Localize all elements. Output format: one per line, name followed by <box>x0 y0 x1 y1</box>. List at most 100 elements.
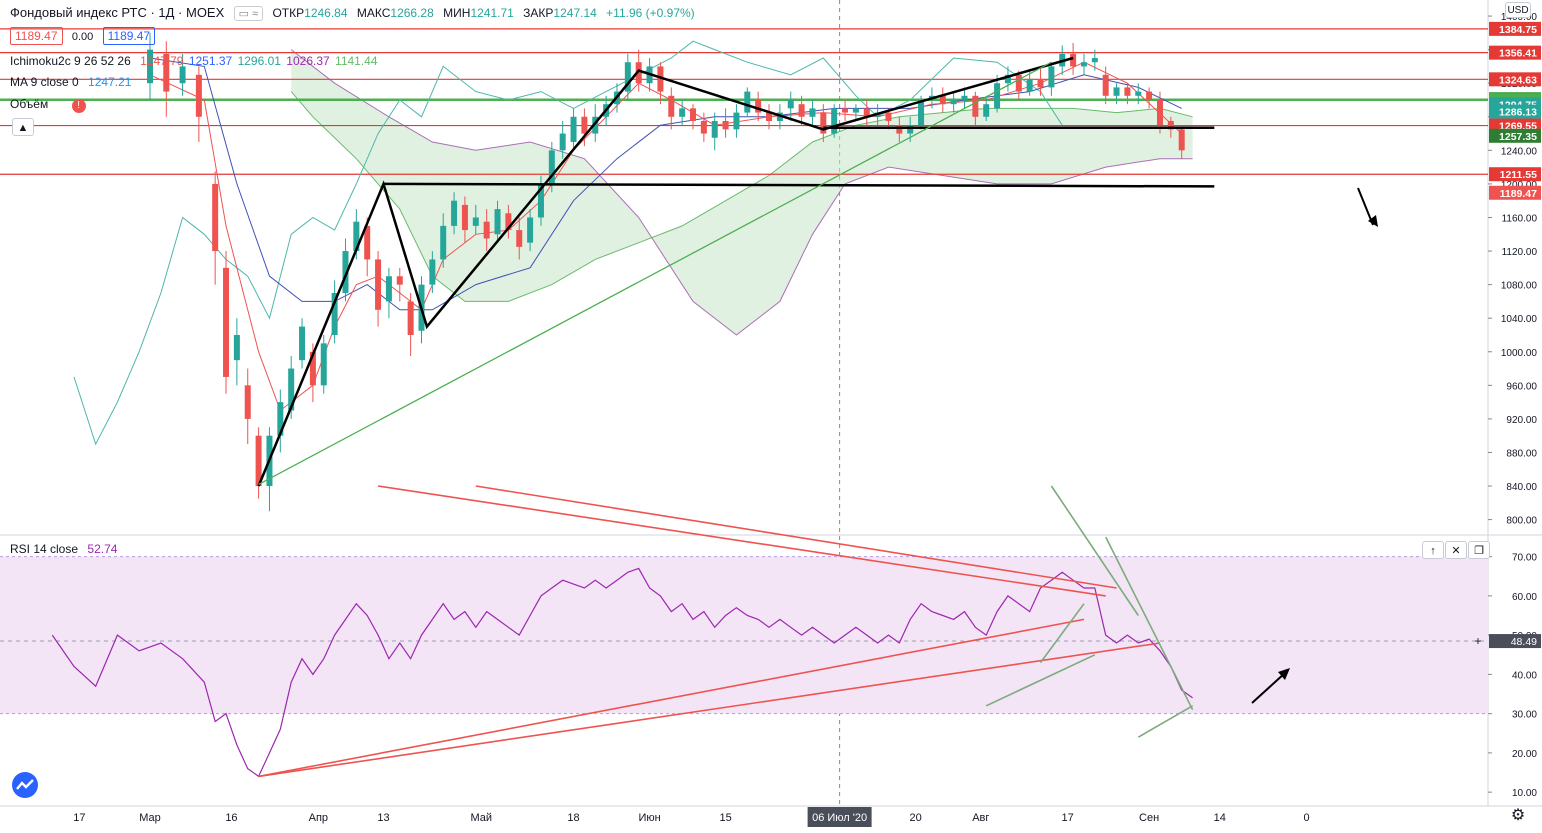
candle-body-13 <box>309 351 316 386</box>
candle-body-53 <box>744 91 751 113</box>
rsi-trend-line-8 <box>1039 603 1085 664</box>
time-label-1: Мар <box>139 812 161 824</box>
candle-body-2 <box>179 66 186 84</box>
pattern-line-2 <box>383 182 1215 188</box>
candle-body-84 <box>1080 62 1087 67</box>
price-level-label-0: 1384.75 <box>1499 24 1537 36</box>
time-label-5: Май <box>470 812 492 824</box>
candle-body-62 <box>842 108 849 113</box>
candle-body-11 <box>288 368 295 411</box>
buy-price-badge[interactable]: 1189.47 <box>102 27 156 45</box>
time-label-9: 06 Июл '20 <box>812 812 867 824</box>
candle-body-86 <box>1102 74 1109 96</box>
candle-body-77 <box>1004 74 1011 84</box>
ichimoku-value-conversion: 1247.79 <box>140 54 184 68</box>
ma-legend[interactable]: MA 9 close 0 1247.21 <box>10 75 137 89</box>
price-level-label-10: 1211.55 <box>1500 169 1538 181</box>
candle-body-43 <box>635 62 642 84</box>
change-value: +11.96 (+0.97%) <box>606 6 695 20</box>
price-level-badge-2 <box>1489 72 1541 87</box>
candle-body-74 <box>972 95 979 117</box>
ichimoku-value-span-a: 1141.44 <box>335 54 378 68</box>
rsi-legend[interactable]: RSI 14 close 52.74 <box>10 542 123 556</box>
time-label-14: 14 <box>1214 812 1226 824</box>
ichimoku-legend[interactable]: Ichimoku2c 9 26 52 26 1247.79 1251.37 12… <box>10 54 384 68</box>
senkou-span-b-line <box>290 49 1193 336</box>
price-level-label-2: 1324.63 <box>1499 74 1537 86</box>
currency-badge[interactable]: USD <box>1505 2 1531 18</box>
close-pane-button[interactable]: ✕ <box>1445 541 1467 559</box>
candle-body-48 <box>690 108 696 121</box>
open-value: 1246.84 <box>304 6 348 20</box>
candle-body-3 <box>195 74 202 117</box>
rsi-trend-line-5 <box>1104 536 1194 711</box>
candle-body-63 <box>852 108 859 113</box>
up-arrow-line <box>1251 672 1286 704</box>
candle-body-71 <box>939 95 946 105</box>
volume-warning-icon[interactable]: ! <box>71 99 86 113</box>
candle-body-92 <box>1167 120 1174 130</box>
candle-body-61 <box>831 108 838 134</box>
price-level-label-1: 1356.41 <box>1499 48 1537 60</box>
time-label-3: Апр <box>309 812 328 824</box>
price-tick-label-8: 1080.00 <box>1501 281 1538 292</box>
candle-body-6 <box>233 334 240 361</box>
candle-body-91 <box>1156 99 1163 126</box>
rsi-tick-label-6: 10.00 <box>1512 788 1537 799</box>
sell-price-badge[interactable]: 1189.47 <box>10 27 63 45</box>
candle-body-49 <box>700 120 707 134</box>
indicator-toggle-button[interactable]: ▭ ≈ <box>233 6 264 21</box>
candle-body-83 <box>1070 53 1077 67</box>
volume-legend[interactable]: Объём ! <box>10 97 92 113</box>
gear-icon[interactable]: ⚙ <box>1510 807 1526 824</box>
maximize-pane-button[interactable]: ❐ <box>1468 541 1490 559</box>
candle-body-55 <box>766 112 773 121</box>
candle-body-21 <box>396 276 403 285</box>
candle-body-7 <box>244 385 251 419</box>
rsi-trend-line-2 <box>377 485 1106 597</box>
close-value: 1247.14 <box>553 6 597 20</box>
candle-body-73 <box>961 95 968 100</box>
rsi-tick-label-5: 20.00 <box>1512 749 1537 760</box>
time-label-10: 20 <box>910 812 922 824</box>
rsi-label: RSI 14 close <box>10 542 79 556</box>
ichimoku-value-lagging: 1296.01 <box>237 54 281 68</box>
volume-label: Объём <box>10 97 49 111</box>
rsi-tick-label-3: 40.00 <box>1512 670 1537 681</box>
candle-body-58 <box>798 104 805 117</box>
price-level-badge-11 <box>1489 185 1541 200</box>
move-pane-up-button[interactable]: ↑ <box>1422 541 1444 559</box>
rsi-cursor-label: 48.49 <box>1511 636 1537 648</box>
low-value: 1241.71 <box>470 6 514 20</box>
candle-body-28 <box>472 217 479 226</box>
time-label-4: 13 <box>377 812 389 824</box>
candle-body-38 <box>581 116 588 134</box>
high-label: МАКС <box>356 6 391 20</box>
candle-body-60 <box>820 112 827 134</box>
time-label-6: 18 <box>567 812 579 824</box>
chikou-span-line <box>73 40 1063 446</box>
rsi-trend-line-3 <box>475 485 1117 589</box>
rsi-cursor-badge <box>1489 634 1541 649</box>
ichimoku-label: Ichimoku2c 9 26 52 26 <box>10 54 131 68</box>
price-level-badge-9 <box>1489 128 1541 143</box>
down-arrow-head <box>1368 215 1378 227</box>
candle-body-15 <box>331 293 338 335</box>
candle-body-18 <box>364 225 371 260</box>
rsi-tick-label-0: 70.00 <box>1512 553 1537 564</box>
candle-body-80 <box>1037 79 1044 88</box>
chevron-up-icon[interactable]: ▲ <box>12 118 34 136</box>
time-label-7: Июн <box>638 812 660 824</box>
candle-body-22 <box>407 301 414 335</box>
price-level-label-9: 1257.35 <box>1499 131 1537 143</box>
rsi-tick-label-1: 60.00 <box>1512 592 1537 603</box>
candle-body-93 <box>1178 129 1185 151</box>
symbol-title[interactable]: Фондовый индекс РТС · 1Д · MOEX <box>10 5 225 20</box>
price-tick-label-6: 1160.00 <box>1502 213 1538 224</box>
candle-body-42 <box>624 62 631 92</box>
candle-body-69 <box>918 99 925 126</box>
rsi-trend-line-6 <box>985 654 1096 707</box>
candle-body-75 <box>983 104 990 117</box>
tradingview-logo-icon[interactable] <box>12 772 38 798</box>
